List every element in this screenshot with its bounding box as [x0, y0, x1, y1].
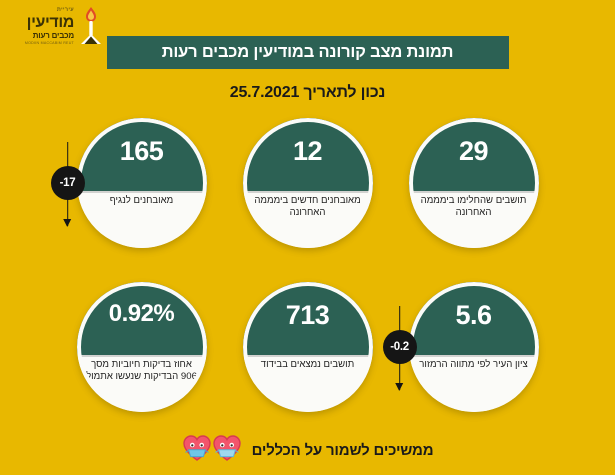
circle-divider	[242, 354, 373, 357]
delta-badge: -0.2	[382, 330, 417, 364]
stat-label: מאובחנים חדשים בימממה האחרונה	[254, 194, 361, 219]
stat-circle: 12 מאובחנים חדשים בימממה האחרונה	[242, 118, 373, 248]
city-logo: עיריית מודיעין מכבים רעות MODIIN MACCABI…	[8, 4, 112, 50]
footer-message: ממשיכים לשמור על הכללים	[251, 442, 434, 459]
stat-value: 165	[119, 136, 164, 167]
stat-value: 0.92%	[108, 300, 175, 328]
delta-indicator-down: -17	[50, 142, 85, 226]
circle-green-cap	[76, 118, 207, 191]
circle-green-cap	[408, 282, 539, 355]
delta-badge: -17	[50, 166, 85, 200]
circle-green-cap	[408, 118, 539, 191]
stat-value: 5.6	[455, 300, 492, 331]
stat-traffic-light-score: -0.2 5.6 ציון העיר לפי מתווה הרמזור	[382, 282, 539, 412]
stat-label: ציון העיר לפי מתווה הרמזור	[419, 358, 528, 370]
masked-heart-icon	[212, 434, 242, 467]
stats-row-top: 29 תושבים שהחלימו בימממה האחרונה 12 מאוב…	[0, 118, 615, 270]
report-date: נכון לתאריך 25.7.2021	[229, 84, 386, 101]
delta-indicator-down: -0.2	[382, 306, 417, 390]
stat-label: מאובחנים לנגיף	[109, 194, 174, 206]
masked-heart-icon	[182, 434, 212, 467]
stat-label: תושבים נמצאים בבידוד	[260, 358, 355, 370]
stat-recovered-residents: 29 תושבים שהחלימו בימממה האחרונה	[408, 118, 539, 248]
logo-city-name: מודיעין	[26, 13, 75, 31]
stats-row-bottom: -0.2 5.6 ציון העיר לפי מתווה הרמזור 713 …	[0, 282, 615, 434]
logo-sub-name: מכבים רעות	[32, 30, 75, 40]
circle-divider	[76, 190, 207, 193]
torch-emblem-icon	[74, 5, 108, 45]
stat-value: 29	[458, 136, 489, 167]
stat-circle: 713 תושבים נמצאים בבידוד	[242, 282, 373, 412]
footer-icons	[182, 434, 242, 467]
stat-positive-test-rate: 0.92% אחוז בדיקות חיוביות מסך 906 הבדיקו…	[76, 282, 207, 412]
logo-top-line: עיריית	[56, 7, 74, 13]
logo-english-name: MODIIN MACCABIM REUT	[24, 40, 74, 45]
delta-value: -17	[59, 177, 76, 189]
stat-circle: 5.6 ציון העיר לפי מתווה הרמזור	[408, 282, 539, 412]
footer: ממשיכים לשמור על הכללים	[0, 434, 615, 467]
stat-circle: 165 מאובחנים לנגיף	[76, 118, 207, 248]
stat-label: אחוז בדיקות חיוביות מסך 906 הבדיקות שנעש…	[86, 358, 197, 383]
delta-value: -0.2	[390, 341, 409, 353]
stat-residents-in-isolation: 713 תושבים נמצאים בבידוד	[242, 282, 373, 412]
stat-new-diagnosed: 12 מאובחנים חדשים בימממה האחרונה	[242, 118, 373, 248]
stat-total-diagnosed: -17 165 מאובחנים לנגיף	[50, 118, 207, 248]
circle-divider	[408, 190, 539, 193]
title-banner: תמונת מצב קורונה במודיעין מכבים רעות	[106, 36, 509, 69]
stat-circle: 0.92% אחוז בדיקות חיוביות מסך 906 הבדיקו…	[76, 282, 207, 412]
stat-value: 12	[292, 136, 323, 167]
circle-green-cap	[76, 282, 207, 355]
circle-green-cap	[242, 282, 373, 355]
page-title: תמונת מצב קורונה במודיעין מכבים רעות	[161, 43, 454, 61]
circle-divider	[408, 354, 539, 357]
stat-label: תושבים שהחלימו בימממה האחרונה	[420, 194, 527, 219]
stats-grid: 29 תושבים שהחלימו בימממה האחרונה 12 מאוב…	[0, 118, 615, 434]
circle-divider	[242, 190, 373, 193]
circle-green-cap	[242, 118, 373, 191]
circle-divider	[76, 354, 207, 357]
stat-circle: 29 תושבים שהחלימו בימממה האחרונה	[408, 118, 539, 248]
stat-value: 713	[285, 300, 330, 331]
